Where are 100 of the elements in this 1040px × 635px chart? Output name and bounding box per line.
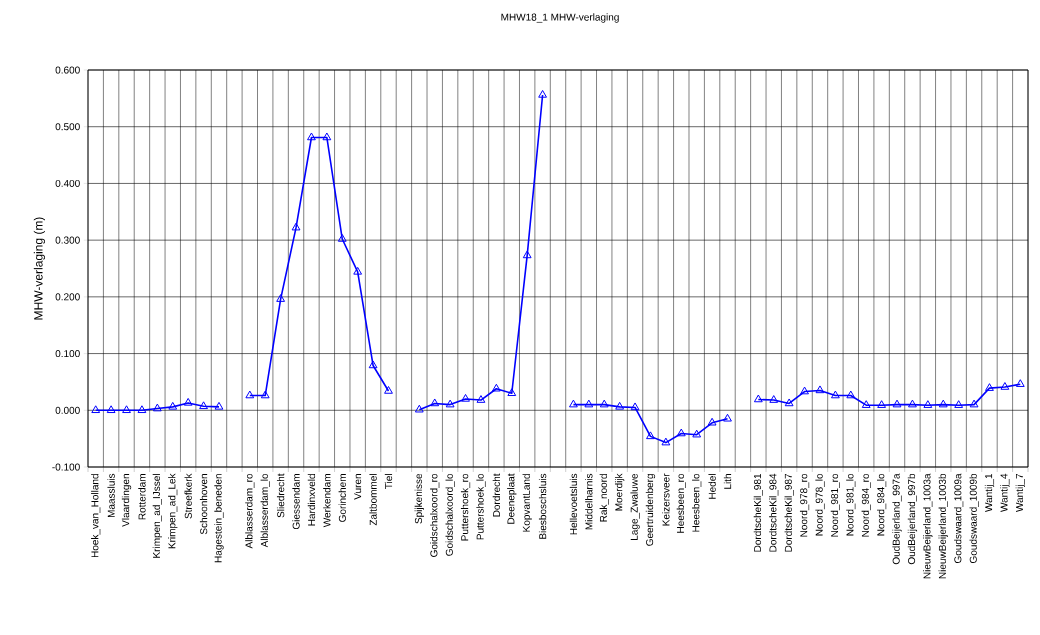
x-tick-label: Goidschalxoord_lo xyxy=(445,473,455,556)
point xyxy=(707,417,717,426)
x-tick-label: Spijkenisse xyxy=(414,473,424,524)
point xyxy=(291,222,301,231)
point xyxy=(322,132,332,141)
point xyxy=(137,405,147,414)
x-tick-label: Heesbeen_lo xyxy=(692,473,702,532)
point xyxy=(384,386,393,394)
x-tick-label: Giessendam xyxy=(292,474,300,530)
point xyxy=(800,386,809,395)
point xyxy=(723,413,732,422)
y-axis-title: MHW-verlaging (m) xyxy=(33,217,45,320)
y-tick-label: 0.500 xyxy=(55,123,80,131)
x-tick-label: Goudswaard_1009a xyxy=(954,473,964,564)
point xyxy=(769,395,779,403)
point xyxy=(646,431,655,440)
x-tick-label: Hagestein_beneden xyxy=(214,474,224,563)
point xyxy=(892,399,902,408)
x-tick-label: DordtscheKil_987 xyxy=(784,473,794,552)
x-tick-label: Hoek_van_Holland xyxy=(91,474,101,558)
point xyxy=(954,400,964,408)
point xyxy=(337,234,347,242)
x-tick-label: Noord_981_ro xyxy=(830,473,840,537)
y-tick-label: 0.000 xyxy=(55,406,80,414)
x-tick-label: Krimpen_ad_Lek xyxy=(168,473,178,549)
x-tick-label: DordtscheKil_981 xyxy=(753,473,763,552)
point xyxy=(307,132,316,141)
x-tick-label: Hardinxveld xyxy=(307,474,316,526)
point xyxy=(507,388,517,397)
x-tick-label: Wantij_4 xyxy=(1000,473,1010,512)
point xyxy=(753,394,763,403)
x-tick-label: Schoonhoven xyxy=(199,474,208,535)
x-tick-label: Wantij_7 xyxy=(1015,473,1025,512)
x-tick-label: NieuwBeijerland_1003b xyxy=(938,473,948,579)
point xyxy=(877,400,887,408)
point xyxy=(414,404,424,413)
x-tick-label: Dordrecht xyxy=(492,473,501,517)
x-tick-label: OudBeijerland_997a xyxy=(892,473,902,565)
x-tick-label: Noord_981_lo xyxy=(846,473,856,536)
x-tick-label: Goidschalxoord_ro xyxy=(430,473,440,557)
x-tick-label: DordtscheKil_984 xyxy=(769,473,779,552)
point xyxy=(106,405,116,414)
point xyxy=(122,405,131,414)
point xyxy=(491,383,501,392)
point xyxy=(938,399,948,408)
point xyxy=(260,390,270,399)
point xyxy=(676,428,686,437)
x-tick-label: Wantij_1 xyxy=(984,473,995,512)
x-tick-label: Noord_978_ro xyxy=(799,473,810,537)
point xyxy=(276,294,286,302)
point xyxy=(430,398,440,407)
x-tick-label: Noord_984_lo xyxy=(876,473,887,536)
x-tick-label: Middelharnis xyxy=(585,473,593,530)
point xyxy=(445,399,455,408)
chart-title: MHW18_1 MHW-verlaging xyxy=(501,13,619,23)
x-tick-label: Noord_984_ro xyxy=(861,473,871,537)
x-tick-label: Alblasserdam_lo xyxy=(260,473,270,548)
x-tick-label: Streefkerk xyxy=(184,473,192,519)
point xyxy=(461,393,470,402)
point xyxy=(861,400,871,408)
point xyxy=(183,397,193,406)
point xyxy=(91,405,101,414)
point xyxy=(784,398,794,407)
point xyxy=(923,400,933,408)
x-tick-label: Werkendam xyxy=(323,474,331,528)
x-tick-label: Biesboschsluis xyxy=(538,473,547,539)
x-tick-label: Puttershoek_lo xyxy=(476,473,486,540)
x-tick-label: Vlaardingen xyxy=(121,474,132,527)
point xyxy=(599,399,609,408)
point xyxy=(615,401,625,410)
point xyxy=(692,429,702,438)
x-tick-label: Hedel xyxy=(708,474,716,499)
point xyxy=(168,401,178,410)
x-tick-label: Hellevoetsluis xyxy=(569,473,578,535)
y-tick-label: 0.400 xyxy=(55,179,80,187)
y-tick-label: 0.100 xyxy=(55,350,80,358)
x-tick-label: Keizersveer xyxy=(662,473,670,526)
x-tick-label: Sliedrecht xyxy=(276,473,285,518)
x-tick-label: OudBeijerland_997b xyxy=(907,473,918,565)
x-tick-label: Goudswaard_1009b xyxy=(969,473,979,564)
x-tick-label: Lith xyxy=(723,474,732,489)
point xyxy=(985,383,994,391)
point xyxy=(830,390,840,399)
x-tick-label: Deeneplaat xyxy=(507,473,517,524)
point xyxy=(815,385,825,394)
x-tick-label: Heesbeen_ro xyxy=(676,473,686,533)
point xyxy=(214,401,224,410)
point xyxy=(969,399,979,408)
x-tick-label: Vuren xyxy=(354,474,362,500)
x-tick-label: Moerdijk xyxy=(614,473,625,511)
point xyxy=(245,390,255,399)
x-tick-label: Noord_978_lo xyxy=(815,473,825,536)
point xyxy=(353,266,363,275)
point xyxy=(199,401,208,410)
point xyxy=(476,395,486,403)
point xyxy=(368,360,378,369)
x-tick-label: NieuwBeijerland_1003a xyxy=(923,473,933,579)
x-tick-label: KopvantLand xyxy=(522,474,532,532)
point xyxy=(538,89,547,98)
point xyxy=(1015,379,1025,387)
